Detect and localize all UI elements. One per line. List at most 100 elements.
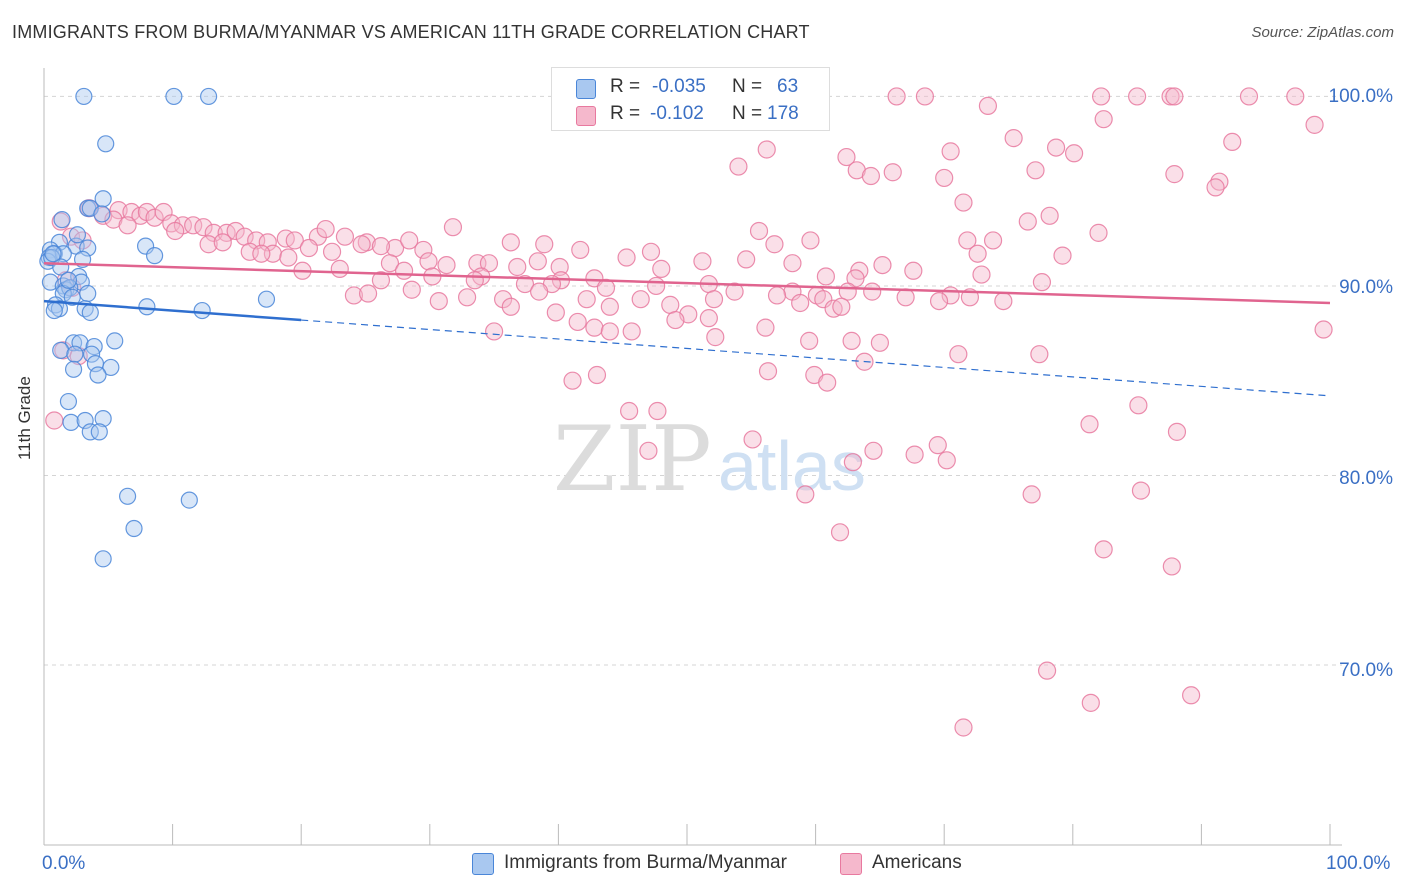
americans-point — [501, 297, 520, 316]
americans-point — [978, 96, 998, 116]
americans-point — [485, 322, 504, 341]
americans-point — [563, 371, 582, 390]
americans-point — [758, 362, 778, 381]
americans-point — [818, 373, 837, 392]
americans-point — [1239, 87, 1259, 106]
axes — [43, 68, 1342, 846]
americans-point — [816, 267, 835, 286]
americans-point — [1022, 485, 1041, 504]
americans-point — [1037, 661, 1057, 680]
americans-point — [414, 240, 433, 260]
americans-point — [1046, 138, 1066, 157]
americans-point — [706, 328, 725, 347]
americans-point — [437, 255, 456, 275]
americans-point — [729, 157, 748, 176]
americans-point — [344, 286, 364, 305]
y-tick-label-100: 100.0% — [1328, 86, 1393, 107]
burma-point — [64, 360, 83, 378]
americans-point — [1286, 87, 1305, 106]
americans-point — [958, 231, 977, 250]
americans-point — [1129, 396, 1148, 415]
americans-point — [145, 208, 164, 227]
burma-point — [138, 298, 156, 316]
americans-point — [199, 235, 218, 254]
burma-r-value: -0.035 — [652, 76, 706, 97]
burma-point — [62, 413, 80, 431]
legend-item-burma[interactable]: Immigrants from Burma/Myanmar — [472, 851, 812, 877]
americans-point — [666, 310, 685, 330]
r-label: R = — [610, 76, 641, 97]
americans-point — [647, 276, 666, 296]
americans-point — [1167, 422, 1187, 441]
americans-point — [896, 288, 915, 307]
americans-swatch — [576, 106, 596, 126]
burma-point — [193, 301, 211, 320]
americans-point — [904, 261, 923, 280]
burma-point — [165, 87, 183, 106]
americans-point — [550, 257, 569, 277]
americans-point — [45, 411, 64, 430]
americans-point — [1018, 212, 1037, 231]
burma-legend-swatch — [472, 853, 494, 875]
americans-point — [1081, 693, 1100, 712]
legend-item-americans[interactable]: Americans — [840, 851, 980, 877]
americans-point — [535, 235, 554, 254]
trendlines — [43, 261, 1331, 397]
americans-point — [600, 297, 619, 316]
americans-r-value: -0.102 — [650, 103, 704, 124]
americans-point — [528, 252, 547, 271]
americans-point — [699, 309, 718, 328]
n-label: N = — [732, 103, 763, 124]
burma-point — [94, 550, 112, 568]
americans-point — [887, 87, 906, 106]
americans-point — [1165, 87, 1184, 106]
americans-point — [905, 445, 924, 464]
americans-trendline — [43, 261, 1331, 305]
americans-point — [883, 163, 902, 182]
americans-points — [45, 87, 1333, 737]
americans-point — [1165, 165, 1184, 184]
watermark-atlas: atlas — [718, 427, 866, 505]
americans-point — [617, 248, 636, 267]
americans-point — [501, 233, 520, 252]
americans-point — [661, 295, 680, 314]
burma-point — [66, 345, 84, 363]
americans-point — [1131, 481, 1151, 500]
americans-point — [873, 255, 892, 275]
burma-n-value: 63 — [777, 76, 799, 97]
americans-point — [842, 331, 861, 350]
americans-point — [316, 219, 335, 239]
americans-point — [371, 237, 391, 256]
americans-point — [929, 292, 949, 311]
americans-point — [1053, 246, 1072, 265]
y-axis-label: 11th Grade — [15, 376, 34, 460]
burma-legend-label: Immigrants from Burma/Myanmar — [504, 852, 787, 873]
gridlines — [44, 95, 1342, 666]
burma-point — [75, 87, 93, 106]
americans-point — [1030, 345, 1049, 364]
burma-trendline-extension — [301, 319, 1331, 397]
americans-point — [704, 290, 724, 309]
americans-legend-swatch — [840, 853, 862, 875]
burma-point — [81, 303, 99, 322]
americans-point — [937, 451, 956, 470]
americans-point — [596, 278, 616, 297]
americans-point — [1223, 132, 1242, 152]
americans-point — [1026, 161, 1045, 180]
americans-point — [743, 430, 762, 449]
americans-point — [1314, 320, 1333, 339]
burma-point — [125, 519, 143, 538]
americans-point — [968, 244, 987, 263]
americans-point — [240, 242, 259, 261]
x-tick-label-max: 100.0% — [1326, 853, 1391, 874]
burma-point — [145, 247, 164, 265]
americans-legend-label: Americans — [872, 852, 962, 873]
americans-point — [749, 221, 769, 241]
americans-point — [1162, 557, 1181, 576]
americans-point — [796, 485, 815, 504]
stats-legend: R = -0.035 N = 63 R = -0.102 N = 178 — [551, 67, 830, 131]
americans-point — [571, 240, 590, 260]
americans-point — [352, 235, 371, 254]
burma-point — [81, 423, 99, 441]
